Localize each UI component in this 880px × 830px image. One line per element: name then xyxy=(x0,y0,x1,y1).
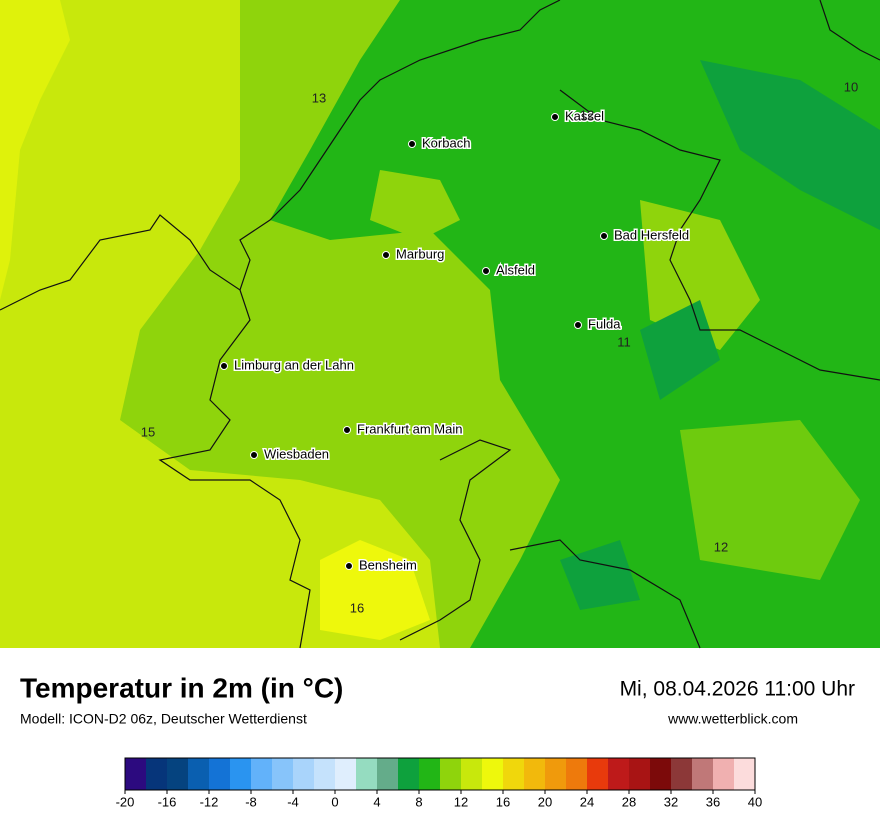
colorbar-tick-label: 12 xyxy=(454,794,468,809)
contour-label: 12 xyxy=(580,107,594,122)
colorbar: -20 -16 -12 -8 -4 0 4 8 12 16 20 24 28 32 36 40 xyxy=(116,757,762,809)
colorbar-segment xyxy=(566,758,588,790)
colorbar-segment xyxy=(167,758,189,790)
colorbar-tick-label: 16 xyxy=(496,794,510,809)
warm-area xyxy=(0,0,70,300)
colorbar-segment xyxy=(440,758,462,790)
city-dot xyxy=(551,113,559,121)
mild-area xyxy=(370,170,460,240)
colorbar-segment xyxy=(650,758,672,790)
colorbar-tick-label: 32 xyxy=(664,794,678,809)
colorbar-segment xyxy=(629,758,651,790)
city-label: Bad Hersfeld xyxy=(614,227,689,242)
colorbar-tick-label: -8 xyxy=(245,794,257,809)
colorbar-segment xyxy=(293,758,315,790)
colorbar-segment xyxy=(461,758,483,790)
colorbar-segment xyxy=(692,758,714,790)
colorbar-segment xyxy=(356,758,378,790)
colorbar-segment xyxy=(713,758,735,790)
subtitle: Modell: ICON-D2 06z, Deutscher Wetterdie… xyxy=(20,711,307,727)
website: www.wetterblick.com xyxy=(667,711,798,727)
mild-area xyxy=(640,200,760,350)
colorbar-tick-label: 4 xyxy=(373,794,380,809)
cool-area xyxy=(700,60,880,230)
colorbar-segment xyxy=(188,758,210,790)
contour-label: 12 xyxy=(714,539,728,554)
city-label: Fulda xyxy=(588,316,621,331)
colorbar-tick-label: -16 xyxy=(158,794,177,809)
colorbar-tick-label: -20 xyxy=(116,794,135,809)
colorbar-segment xyxy=(608,758,630,790)
city-label: Korbach xyxy=(422,135,470,150)
city-dot xyxy=(343,426,351,434)
colorbar-segment xyxy=(377,758,399,790)
colorbar-segment xyxy=(125,758,147,790)
contour-label: 10 xyxy=(844,79,858,94)
city-label: Bensheim xyxy=(359,557,417,572)
contour-label: 13 xyxy=(312,90,326,105)
city-dot xyxy=(600,232,608,240)
colorbar-tick-label: -12 xyxy=(200,794,219,809)
city-label: Frankfurt am Main xyxy=(357,421,462,436)
colorbar-segment xyxy=(251,758,273,790)
colorbar-segment xyxy=(524,758,546,790)
city-label: Limburg an der Lahn xyxy=(234,357,354,372)
colorbar-segment xyxy=(545,758,567,790)
colorbar-tick-label: 0 xyxy=(331,794,338,809)
city-label: Marburg xyxy=(396,246,444,261)
colorbar-tick-label: 8 xyxy=(415,794,422,809)
colorbar-segment xyxy=(503,758,525,790)
colorbar-tick-label: 24 xyxy=(580,794,594,809)
city-dot xyxy=(220,362,228,370)
colorbar-frame xyxy=(124,757,756,791)
colorbar-tick-label: 40 xyxy=(748,794,762,809)
city-dot xyxy=(345,562,353,570)
city-dot xyxy=(250,451,258,459)
colorbar-segment xyxy=(272,758,294,790)
colorbar-segment xyxy=(671,758,693,790)
city-dot xyxy=(574,321,582,329)
colorbar-segment xyxy=(146,758,168,790)
city-label: Wiesbaden xyxy=(264,446,329,461)
contour-label: 15 xyxy=(141,424,155,439)
colorbar-tick-label: 28 xyxy=(622,794,636,809)
cool-area xyxy=(640,300,720,400)
colorbar-segment xyxy=(587,758,609,790)
colorbar-segment xyxy=(419,758,441,790)
colorbar-segment xyxy=(398,758,420,790)
colorbar-segment xyxy=(482,758,504,790)
city-label: Alsfeld xyxy=(496,262,535,277)
colorbar-segment xyxy=(335,758,357,790)
colorbar-tick-label: 36 xyxy=(706,794,720,809)
datetime: Mi, 08.04.2026 11:00 Uhr xyxy=(620,678,855,701)
mild-area xyxy=(680,420,860,580)
colorbar-segment xyxy=(734,758,756,790)
colorbar-tick-label: -4 xyxy=(287,794,299,809)
contour-label: 11 xyxy=(617,334,631,349)
contour-label: 16 xyxy=(350,600,364,615)
colorbar-segment xyxy=(209,758,231,790)
title: Temperatur in 2m (in °C) xyxy=(20,672,343,703)
city-dot xyxy=(382,251,390,259)
colorbar-tick-label: 20 xyxy=(538,794,552,809)
cool-area xyxy=(560,540,640,610)
colorbar-segment xyxy=(314,758,336,790)
borders xyxy=(0,0,880,649)
city-dot xyxy=(482,267,490,275)
city-dot xyxy=(408,140,416,148)
city-label: Kassel xyxy=(565,108,604,123)
colorbar-segment xyxy=(230,758,252,790)
